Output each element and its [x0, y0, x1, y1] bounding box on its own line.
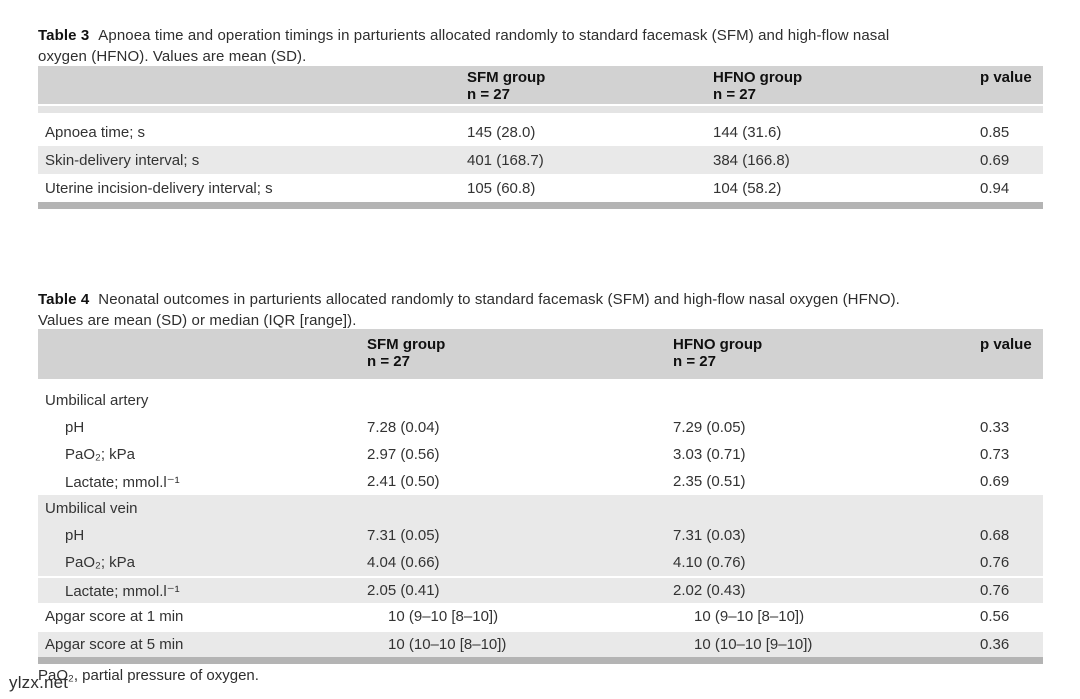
row-label: Apnoea time; s	[45, 123, 146, 141]
hfno-value: 104 (58.2)	[713, 179, 782, 197]
header-col-parameter	[38, 66, 467, 69]
p-value: 0.36	[980, 636, 1010, 653]
sfm-group-n: n = 27	[467, 86, 510, 103]
table4-footnote: PaO₂, partial pressure of oxygen.	[38, 667, 259, 684]
sfm-value: 2.97 (0.56)	[367, 446, 440, 463]
header-col-hfno: HFNO group n = 27	[713, 66, 980, 103]
row-apgar-5min: Apgar score at 5 min 10 (10–10 [8–10]) 1…	[38, 630, 1043, 657]
sfm-group-title: SFM group	[467, 69, 546, 86]
p-value: 0.68	[980, 527, 1010, 544]
hfno-value: 2.35 (0.51)	[673, 473, 746, 490]
p-value: 0.33	[980, 419, 1010, 436]
sfm-value: 4.04 (0.66)	[367, 554, 440, 571]
p-value: 0.76	[980, 554, 1010, 571]
row-uv-lactate: Lactate; mmol.l⁻¹ 2.05 (0.41) 2.02 (0.43…	[38, 576, 1043, 603]
row-apnoea-time: Apnoea time; s 145 (28.0) 144 (31.6) 0.8…	[38, 118, 1043, 146]
table3-bottom-rule	[38, 202, 1043, 209]
row-label: Lactate; mmol.l⁻¹	[65, 473, 180, 491]
p-value: 0.85	[980, 123, 1010, 141]
watermark: ylzx.net	[9, 673, 69, 692]
header-col-hfno: HFNO group n = 27	[673, 329, 980, 370]
sfm-value: 7.28 (0.04)	[367, 419, 440, 436]
header-col-parameter	[38, 329, 367, 336]
p-value: 0.69	[980, 151, 1010, 169]
row-ua-pao2: PaO₂; kPa 2.97 (0.56) 3.03 (0.71) 0.73	[38, 441, 1043, 468]
p-value: 0.73	[980, 446, 1010, 463]
row-label: Uterine incision-delivery interval; s	[45, 179, 273, 197]
row-label: PaO₂; kPa	[65, 554, 136, 571]
hfno-value: 10 (10–10 [9–10])	[694, 636, 813, 653]
row-label: pH	[65, 419, 85, 436]
row-apgar-1min: Apgar score at 1 min 10 (9–10 [8–10]) 10…	[38, 603, 1043, 630]
table3-caption: Table 3 Apnoea time and operation timings…	[38, 25, 1050, 67]
sfm-value: 2.41 (0.50)	[367, 473, 440, 490]
row-label: Apgar score at 1 min	[45, 608, 184, 625]
table4-caption-line-1: Neonatal outcomes in parturients allocat…	[98, 291, 900, 308]
table3-caption-line-1: Apnoea time and operation timings in par…	[98, 27, 890, 44]
sfm-value: 105 (60.8)	[467, 179, 536, 197]
sfm-value: 401 (168.7)	[467, 151, 544, 169]
hfno-group-n: n = 27	[713, 86, 756, 103]
hfno-value: 144 (31.6)	[713, 123, 782, 141]
table3-label: Table 3	[38, 27, 90, 44]
sfm-value: 10 (10–10 [8–10])	[388, 636, 507, 653]
sfm-value: 10 (9–10 [8–10])	[388, 608, 499, 625]
sfm-value: 7.31 (0.05)	[367, 527, 440, 544]
row-ua-lactate: Lactate; mmol.l⁻¹ 2.41 (0.50) 2.35 (0.51…	[38, 468, 1043, 495]
hfno-value: 384 (166.8)	[713, 151, 790, 169]
header-col-sfm: SFM group n = 27	[467, 66, 713, 103]
header-col-pvalue: p value	[980, 336, 1032, 353]
row-uterine-incision: Uterine incision-delivery interval; s 10…	[38, 174, 1043, 202]
row-skin-delivery: Skin-delivery interval; s 401 (168.7) 38…	[38, 146, 1043, 174]
row-umbilical-artery-section: Umbilical artery	[38, 387, 1043, 414]
row-label: PaO₂; kPa	[65, 446, 136, 463]
row-uv-pao2: PaO₂; kPa 4.04 (0.66) 4.10 (0.76) 0.76	[38, 549, 1043, 576]
sfm-value: 2.05 (0.41)	[367, 582, 440, 599]
row-umbilical-vein-section: Umbilical vein	[38, 495, 1043, 522]
table4-header-row: SFM group n = 27 HFNO group n = 27 p val…	[38, 329, 1043, 379]
section-label: Umbilical vein	[45, 500, 138, 517]
p-value: 0.69	[980, 473, 1010, 490]
header-col-pvalue: p value	[980, 69, 1032, 86]
hfno-group-title: HFNO group	[673, 336, 763, 353]
table3-header-row: SFM group n = 27 HFNO group n = 27 p val…	[38, 66, 1043, 104]
table4-caption-line-2: Values are mean (SD) or median (IQR [ran…	[38, 312, 357, 329]
row-label: Skin-delivery interval; s	[45, 151, 200, 169]
header-col-sfm: SFM group n = 27	[367, 329, 673, 370]
row-label: Lactate; mmol.l⁻¹	[65, 582, 180, 600]
p-value: 0.56	[980, 608, 1010, 625]
hfno-group-n: n = 27	[673, 353, 716, 370]
table3-caption-line-2: oxygen (HFNO). Values are mean (SD).	[38, 48, 307, 65]
hfno-value: 7.29 (0.05)	[673, 419, 746, 436]
row-label: pH	[65, 527, 85, 544]
spacer	[38, 379, 1043, 387]
table3: SFM group n = 27 HFNO group n = 27 p val…	[38, 66, 1043, 209]
table4-label: Table 4	[38, 291, 90, 308]
table4-bottom-rule	[38, 657, 1043, 664]
hfno-value: 3.03 (0.71)	[673, 446, 746, 463]
hfno-value: 7.31 (0.03)	[673, 527, 746, 544]
sfm-group-n: n = 27	[367, 353, 410, 370]
sfm-value: 145 (28.0)	[467, 123, 536, 141]
row-uv-ph: pH 7.31 (0.05) 7.31 (0.03) 0.68	[38, 522, 1043, 549]
table4: SFM group n = 27 HFNO group n = 27 p val…	[38, 329, 1043, 664]
hfno-value: 2.02 (0.43)	[673, 582, 746, 599]
row-ua-ph: pH 7.28 (0.04) 7.29 (0.05) 0.33	[38, 414, 1043, 441]
hfno-value: 4.10 (0.76)	[673, 554, 746, 571]
p-value: 0.94	[980, 179, 1010, 197]
hfno-value: 10 (9–10 [8–10])	[694, 608, 805, 625]
section-label: Umbilical artery	[45, 392, 149, 409]
table4-caption: Table 4 Neonatal outcomes in parturients …	[38, 289, 1050, 331]
p-value: 0.76	[980, 582, 1010, 599]
header-underline-strip	[38, 106, 1043, 113]
sfm-group-title: SFM group	[367, 336, 446, 353]
hfno-group-title: HFNO group	[713, 69, 803, 86]
row-label: Apgar score at 5 min	[45, 636, 184, 653]
